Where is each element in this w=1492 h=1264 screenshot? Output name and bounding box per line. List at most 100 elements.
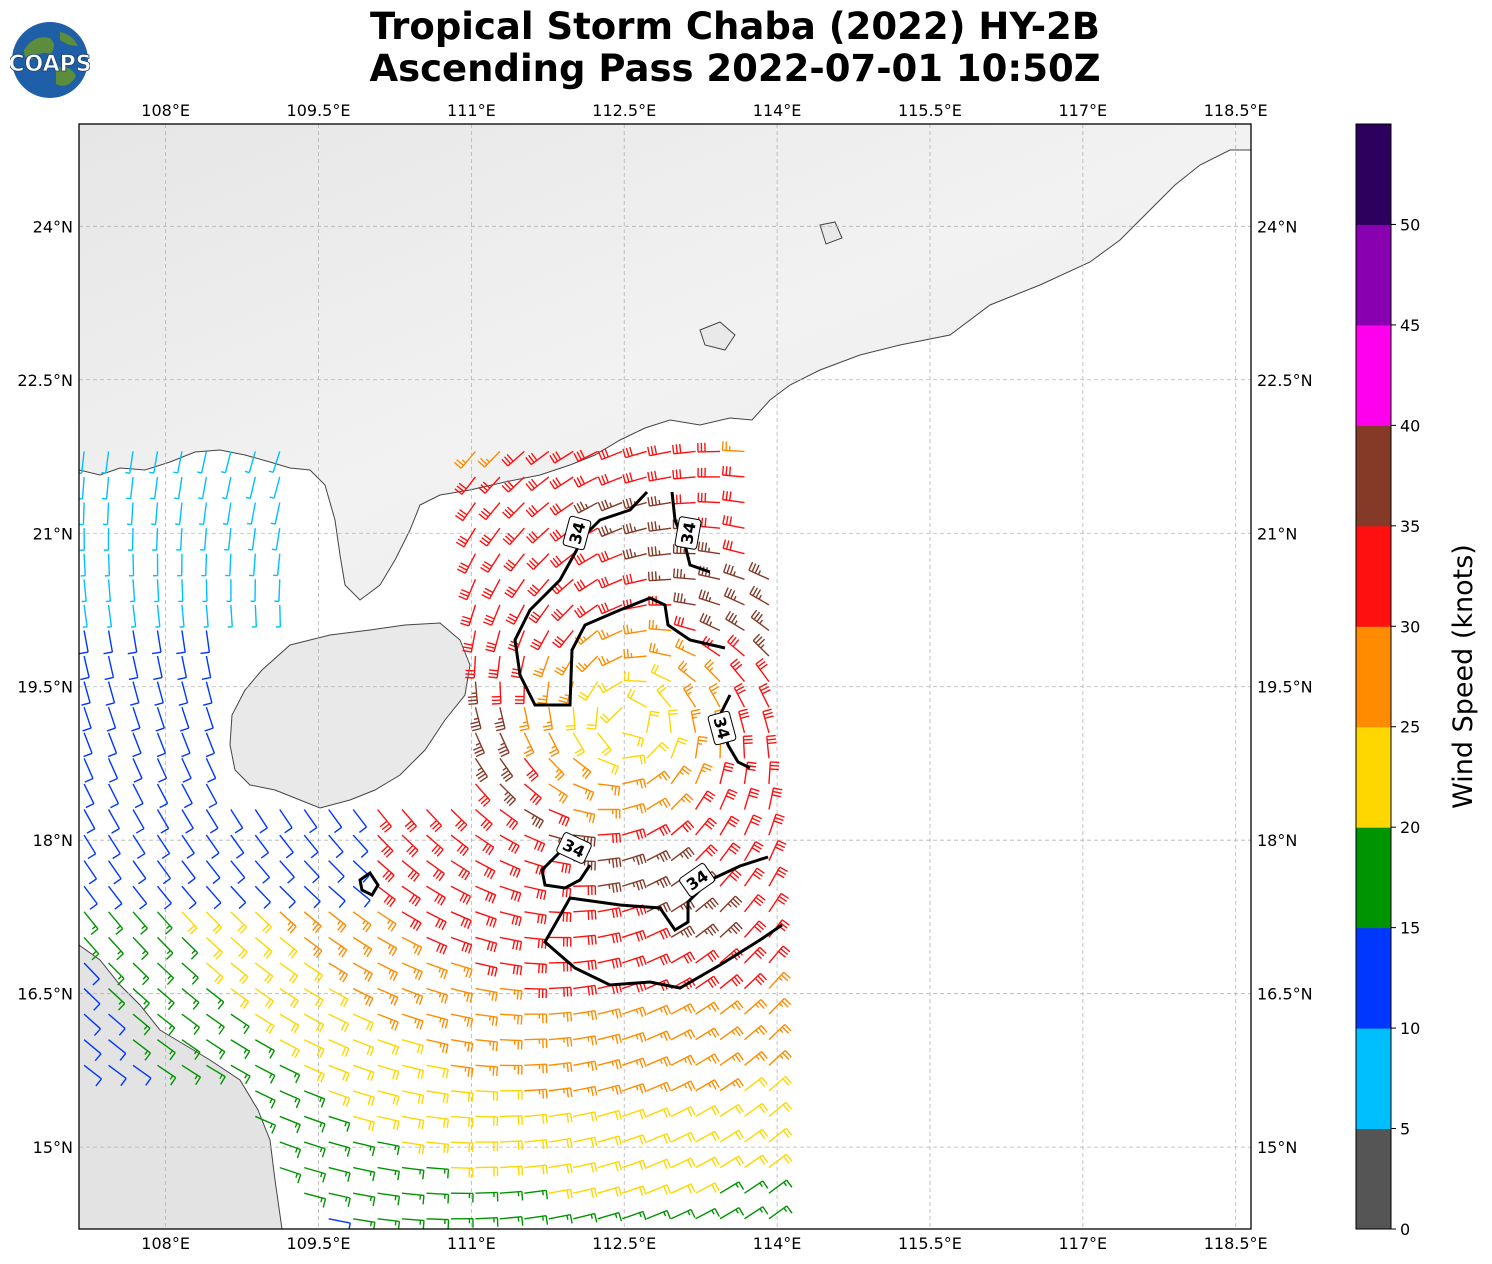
colorbar-tick-label: 40 <box>1400 416 1420 435</box>
wind-barb <box>650 663 672 683</box>
wind-barb <box>132 885 148 910</box>
wind-barb <box>154 579 160 603</box>
wind-barb <box>132 758 143 783</box>
wind-barb <box>499 860 521 878</box>
wind-barb <box>524 1164 548 1175</box>
wind-barb <box>205 885 222 910</box>
wind-barb <box>524 1013 548 1024</box>
wind-barb <box>132 1013 151 1036</box>
wind-barb <box>573 1162 598 1173</box>
wind-barb <box>623 648 647 659</box>
wind-barb <box>497 732 510 758</box>
wind-barb <box>108 988 126 1011</box>
lat-tick-label-right: 21°N <box>1257 524 1297 543</box>
wind-barb <box>672 568 696 580</box>
wind-barb <box>450 1013 474 1028</box>
wind-barb <box>646 1209 672 1220</box>
wind-barb <box>131 706 141 732</box>
wind-barb <box>695 817 717 836</box>
wind-barb <box>573 553 599 566</box>
wind-barb <box>768 866 788 887</box>
wind-barb <box>230 962 249 985</box>
wind-barb <box>766 734 777 759</box>
wind-barb <box>401 1039 424 1055</box>
wind-barb <box>279 1115 301 1134</box>
colorbar-tick-label: 0 <box>1400 1220 1410 1239</box>
wind-barb <box>524 885 547 901</box>
wind-barb <box>656 684 672 708</box>
wind-barb <box>719 1078 744 1092</box>
wind-barb <box>677 660 697 683</box>
wind-barb <box>460 604 477 627</box>
wind-barb <box>279 962 299 984</box>
wind-barb <box>426 834 444 857</box>
wind-barb <box>156 783 169 809</box>
wind-barb <box>499 834 520 854</box>
wind-barb <box>126 476 134 500</box>
wind-barb <box>304 1166 327 1183</box>
colorbar-tick-label: 45 <box>1400 316 1420 335</box>
wind-barb <box>499 962 523 976</box>
wind-barb <box>491 681 502 705</box>
wind-barb <box>225 553 232 577</box>
colorbar-bin <box>1356 425 1391 527</box>
wind-barb <box>743 946 767 964</box>
wind-barb <box>352 1039 375 1057</box>
wind-barb <box>670 1131 696 1143</box>
wind-barb <box>129 553 135 577</box>
wind-barb <box>527 578 550 597</box>
wind-barb <box>758 682 771 708</box>
wind-barb <box>548 1188 573 1199</box>
wind-barb <box>181 834 195 859</box>
wind-barb <box>695 923 720 938</box>
wind-barb <box>426 1090 449 1104</box>
lat-tick-label-right: 19.5°N <box>1257 678 1313 697</box>
wind-barb <box>102 502 110 526</box>
wind-barb <box>532 655 550 678</box>
wind-barb <box>128 655 139 681</box>
wind-barb <box>103 630 114 655</box>
wind-barb <box>648 642 672 657</box>
wind-barb <box>622 624 647 635</box>
wind-barb <box>426 911 447 931</box>
wind-barb <box>738 708 750 733</box>
wind-barb <box>744 972 768 990</box>
wind-barb <box>647 495 672 507</box>
wind-barb <box>174 476 183 500</box>
wind-barb <box>501 450 525 467</box>
lon-tick-label-bottom: 108°E <box>141 1234 190 1253</box>
wind-barb <box>694 790 716 810</box>
wind-barb <box>742 735 753 759</box>
lat-tick-label-right: 24°N <box>1257 217 1297 236</box>
wind-barb <box>152 528 159 551</box>
wind-barb <box>377 885 396 908</box>
wind-barb <box>206 1064 226 1085</box>
wind-barb <box>83 834 97 860</box>
wind-barb <box>83 732 93 758</box>
wind-barb <box>719 869 742 887</box>
lon-tick-label-bottom: 117°E <box>1059 1234 1108 1253</box>
wind-barb <box>149 451 159 474</box>
colorbar-tick-label: 5 <box>1400 1120 1410 1139</box>
wind-barb <box>181 936 199 960</box>
wind-barb <box>744 1025 768 1041</box>
wind-barb <box>279 1090 301 1109</box>
wind-barb <box>401 1064 425 1080</box>
wind-barb <box>82 604 88 628</box>
wind-barb <box>181 988 200 1010</box>
wind-barb <box>597 957 622 969</box>
wind-barb <box>401 911 422 932</box>
wind-barb <box>328 1141 351 1157</box>
wind-barb <box>573 1111 598 1122</box>
wind-barb <box>719 1103 744 1118</box>
wind-barb <box>646 1107 672 1118</box>
wind-barb <box>573 1085 598 1097</box>
land-vietnam <box>79 944 283 1229</box>
wind-barb <box>548 1213 573 1224</box>
contour-label: 34 <box>674 516 702 550</box>
wind-barb <box>251 604 258 628</box>
wind-barb <box>483 604 501 626</box>
wind-barb <box>548 1036 573 1047</box>
wind-barb <box>303 860 320 884</box>
